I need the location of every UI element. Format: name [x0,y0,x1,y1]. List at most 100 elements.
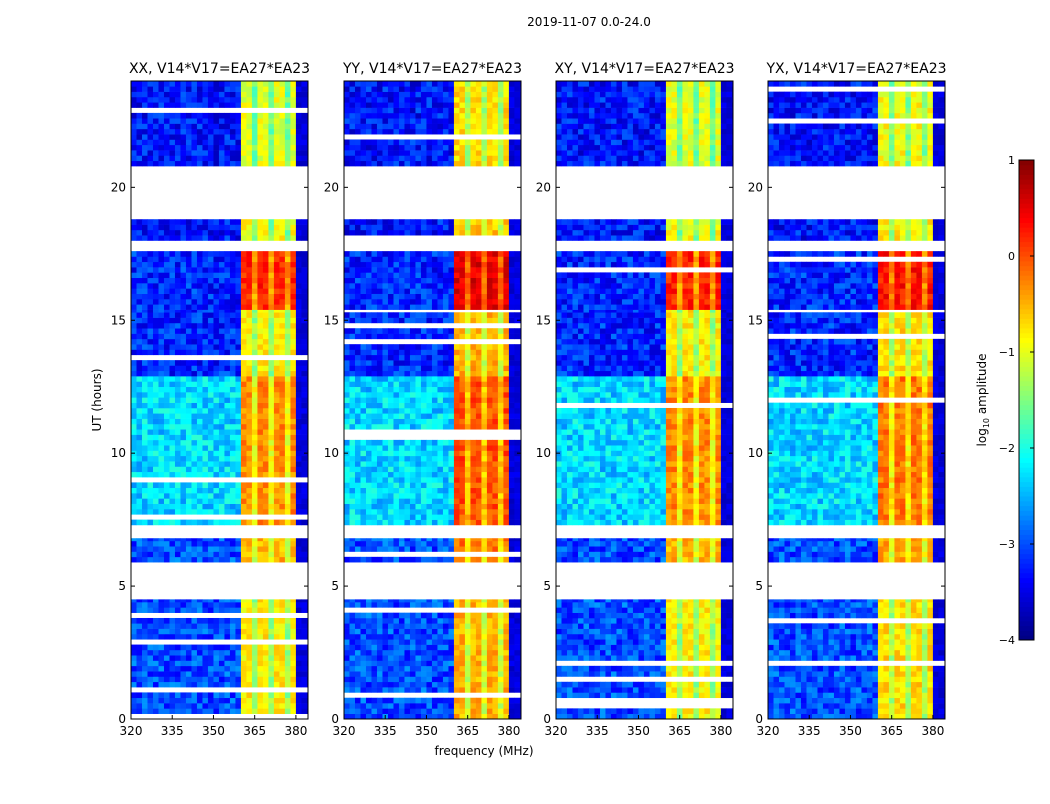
heatmap-cell [437,403,443,409]
heatmap-cell [241,161,247,167]
heatmap-cell [186,113,192,119]
heatmap-cell [393,424,399,430]
heatmap-cell [180,655,186,661]
heatmap-cell [136,267,142,273]
heatmap-cell [344,650,350,656]
heatmap-cell [175,676,181,682]
heatmap-cell [169,403,175,409]
heatmap-cell [274,129,280,135]
heatmap-cell [366,477,372,483]
heatmap-cell [371,639,377,645]
heatmap-cell [131,623,137,629]
heatmap-cell [437,344,443,350]
heatmap-cell [503,671,509,677]
heatmap-cell [487,661,493,667]
heatmap-cell [224,445,230,451]
heatmap-cell [355,676,361,682]
heatmap-cell [153,113,159,119]
heatmap-cell [366,599,372,602]
heatmap-cell [349,557,355,563]
heatmap-cell [241,488,247,494]
heatmap-cell [241,235,247,241]
heatmap-cell [153,161,159,167]
heatmap-cell [131,461,137,467]
heatmap-cell [470,703,476,709]
heatmap-cell [301,365,307,371]
heatmap-cell [230,413,236,419]
heatmap-cell [224,145,230,151]
heatmap-cell [454,602,460,608]
heatmap-cell [191,671,197,677]
heatmap-cell [476,514,482,520]
heatmap-cell [131,145,137,151]
heatmap-cell [290,424,296,430]
heatmap-cell [459,650,465,656]
heatmap-cell [377,698,383,704]
heatmap-cell [415,387,421,393]
heatmap-cell [301,676,307,682]
heatmap-cell [213,299,219,305]
heatmap-cell [158,509,164,515]
heatmap-cell [153,267,159,273]
heatmap-cell [175,304,181,310]
heatmap-cell [219,134,225,140]
heatmap-cell [344,365,350,371]
heatmap-cell [285,267,291,273]
heatmap-cell [360,602,366,608]
heatmap-cell [274,629,280,635]
heatmap-cell [246,692,252,698]
heatmap-cell [285,288,291,294]
heatmap-cell [432,687,438,693]
heatmap-cell [382,514,388,520]
heatmap-cell [355,687,361,693]
heatmap-cell [393,698,399,704]
heatmap-cell [175,251,181,257]
heatmap-cell [202,360,208,366]
heatmap-cell [448,698,454,704]
heatmap-cell [136,445,142,451]
heatmap-cell [448,365,454,371]
heatmap-cell [421,376,427,382]
heatmap-cell [448,456,454,462]
heatmap-cell [448,541,454,547]
heatmap-cell [443,661,449,667]
heatmap-cell [224,403,230,409]
heatmap-cell [175,666,181,672]
heatmap-cell [465,482,471,488]
heatmap-cell [230,97,236,103]
heatmap-cell [186,655,192,661]
heatmap-cell [399,599,405,602]
heatmap-cell [257,466,263,472]
heatmap-cell [268,339,274,345]
heatmap-cell [263,376,269,382]
heatmap-cell [175,288,181,294]
heatmap-cell [349,661,355,667]
heatmap-cell [175,435,181,441]
heatmap-cell [481,708,487,714]
heatmap-cell [268,318,274,324]
heatmap-cell [448,655,454,661]
heatmap-cell [131,371,137,377]
heatmap-cell [388,360,394,366]
heatmap-cell [246,283,252,289]
heatmap-cell [454,676,460,682]
heatmap-cell [175,344,181,350]
heatmap-cell [432,472,438,478]
heatmap-cell [219,235,225,241]
heatmap-cell [360,456,366,462]
heatmap-cell [410,365,416,371]
heatmap-cell [443,671,449,677]
heatmap-cell [158,451,164,457]
heatmap-cell [158,661,164,667]
heatmap-cell [421,493,427,499]
heatmap-cell [481,355,487,361]
heatmap-cell [208,466,214,472]
heatmap-cell [224,602,230,608]
heatmap-cell [487,403,493,409]
heatmap-cell [393,538,399,541]
heatmap-cell [366,461,372,467]
heatmap-cell [349,703,355,709]
heatmap-cell [147,124,153,130]
heatmap-cell [371,466,377,472]
heatmap-cell [197,602,203,608]
